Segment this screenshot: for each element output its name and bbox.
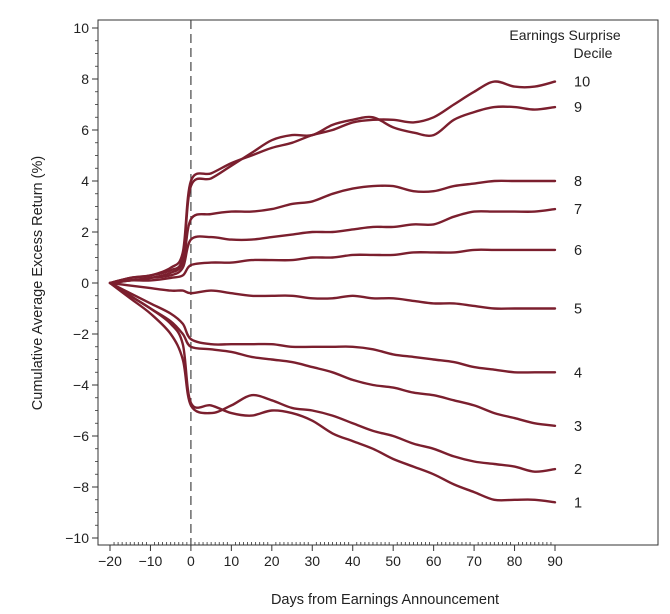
y-tick-label: 2	[81, 224, 89, 240]
y-tick-label: 4	[81, 173, 89, 189]
series-line-decile-1	[108, 281, 557, 504]
y-tick-label: −10	[65, 530, 89, 546]
series-label-decile-9: 9	[574, 100, 582, 116]
x-tick-label: 0	[187, 553, 195, 569]
x-tick-label: 70	[466, 553, 482, 569]
y-tick-label: 6	[81, 122, 89, 138]
x-tick-label: −10	[139, 553, 163, 569]
y-axis-ticks: −10 −8 −6 −4 −2 0 2 4 6 8 10	[65, 20, 98, 546]
x-axis-ticks: −20 −10 0 10 20 30 40 50 60 70 80 90	[98, 542, 563, 569]
series-line-decile-8	[108, 179, 557, 285]
x-tick-label: 60	[426, 553, 442, 569]
series-line-decile-9	[108, 105, 557, 285]
y-axis-title: Cumulative Average Excess Return (%)	[30, 156, 46, 410]
x-tick-label: 30	[304, 553, 320, 569]
x-axis-title: Days from Earnings Announcement	[271, 592, 499, 608]
x-tick-label: 10	[224, 553, 240, 569]
series-lines	[108, 80, 557, 504]
x-tick-label: 90	[547, 553, 563, 569]
series-line-decile-5	[108, 281, 557, 310]
series-label-decile-10: 10	[574, 75, 590, 91]
series-labels: 10 9 8 7 6 5 4 3 2 1	[574, 75, 590, 512]
series-line-decile-7	[108, 207, 557, 285]
series-label-decile-3: 3	[574, 419, 582, 435]
series-line-decile-3	[108, 281, 557, 427]
y-tick-label: −4	[73, 377, 89, 393]
series-label-decile-7: 7	[574, 202, 582, 218]
y-tick-label: 0	[81, 275, 89, 291]
legend-title-line-2: Decile	[574, 45, 613, 61]
series-label-decile-5: 5	[574, 302, 582, 318]
series-line-decile-4	[108, 281, 557, 374]
y-tick-label: −2	[73, 326, 89, 342]
x-tick-label: 50	[385, 553, 401, 569]
x-tick-label: 20	[264, 553, 280, 569]
series-label-decile-8: 8	[574, 174, 582, 190]
series-label-decile-6: 6	[574, 243, 582, 259]
y-tick-label: −8	[73, 479, 89, 495]
y-tick-label: −6	[73, 428, 89, 444]
y-tick-label: 8	[81, 71, 89, 87]
y-tick-label: 10	[73, 20, 89, 36]
x-tick-label: −20	[98, 553, 122, 569]
series-label-decile-4: 4	[574, 365, 582, 381]
series-label-decile-1: 1	[574, 495, 582, 511]
legend-title-line-1: Earnings Surprise	[509, 27, 620, 43]
x-tick-label: 80	[507, 553, 523, 569]
series-label-decile-2: 2	[574, 462, 582, 478]
x-tick-label: 40	[345, 553, 361, 569]
series-line-decile-6	[108, 248, 557, 285]
series-line-decile-2	[108, 281, 557, 473]
